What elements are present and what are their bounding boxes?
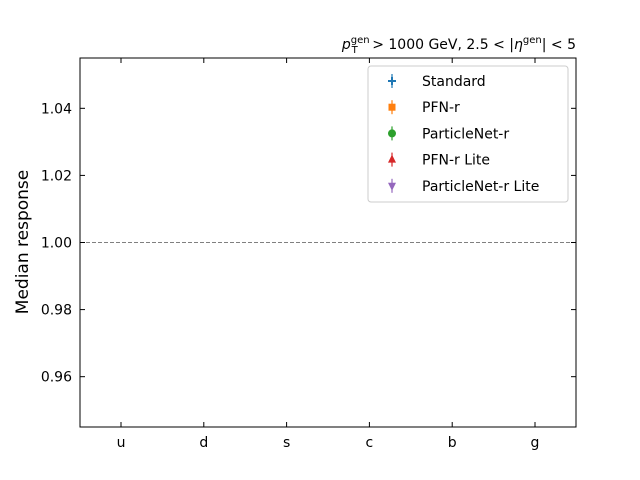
y-tick-label: 0.96: [41, 370, 72, 386]
y-axis: 0.96 0.98 1.00 1.02 1.04: [41, 101, 576, 386]
legend-marker-circle: [388, 129, 396, 138]
legend-label: ParticleNet-r: [422, 126, 509, 142]
legend-entry: Standard: [388, 74, 486, 90]
y-axis-label: Median response: [13, 170, 33, 314]
legend-entry: PFN-r Lite: [388, 152, 490, 169]
legend-entry: PFN-r: [388, 100, 460, 116]
legend-marker-triangle-up: [388, 154, 396, 163]
legend-label: PFN-r Lite: [422, 153, 490, 169]
x-tick-label: d: [199, 435, 208, 451]
legend: Standard PFN-r ParticleNet-r PFN-r Lite Part…: [367, 65, 569, 203]
chart-title: pgen T > 1000 GeV, 2.5 < |ηgen| < 5: [341, 35, 576, 56]
y-tick-label: 0.98: [41, 303, 72, 319]
y-tick-label: 1.00: [41, 236, 72, 252]
legend-marker-plus: [388, 77, 396, 85]
legend-entry: ParticleNet-r: [388, 126, 509, 142]
x-tick-label: c: [366, 435, 374, 451]
x-tick-label: s: [283, 435, 290, 451]
legend-entry: ParticleNet-r Lite: [388, 178, 539, 195]
y-tick-label: 1.04: [41, 101, 72, 117]
legend-marker-square: [388, 103, 396, 111]
legend-marker-triangle-down: [388, 182, 396, 191]
legend-label: Standard: [422, 74, 486, 90]
legend-label: ParticleNet-r Lite: [422, 179, 539, 195]
legend-label: PFN-r: [422, 100, 460, 116]
y-tick-label: 1.02: [41, 168, 72, 184]
x-tick-label: g: [531, 435, 540, 451]
x-tick-label: b: [448, 435, 457, 451]
legend-box: [367, 65, 569, 203]
x-tick-label: u: [117, 435, 126, 451]
